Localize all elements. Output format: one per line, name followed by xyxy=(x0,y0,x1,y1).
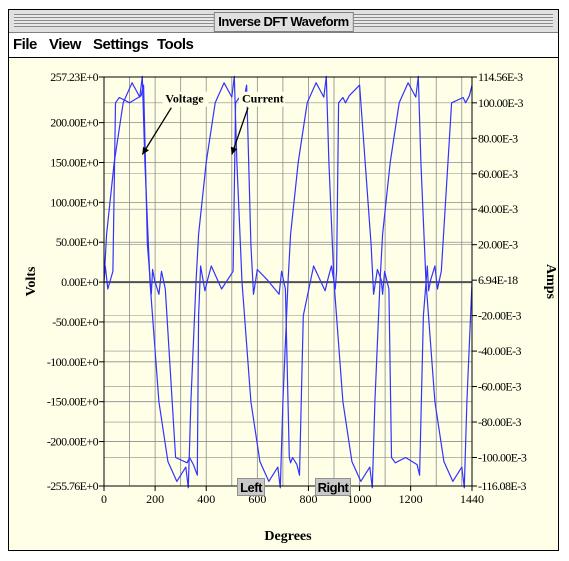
menu-settings[interactable]: Settings xyxy=(93,36,149,53)
y-tick-label: 100.00E+0 xyxy=(50,195,98,209)
y2-tick-label: -100.00E-3 xyxy=(478,450,527,464)
y2-tick-label: 20.00E-3 xyxy=(478,238,518,252)
y-axis-label: Volts xyxy=(24,266,39,296)
window-title: Inverse DFT Waveform xyxy=(213,12,354,32)
x-tick-label: 1000 xyxy=(348,492,372,506)
annotations: Voltage Current xyxy=(141,91,285,155)
annotation-arrowhead xyxy=(142,146,149,155)
annotation-voltage: Voltage xyxy=(165,92,204,106)
annotation-arrowhead xyxy=(230,146,238,155)
grid xyxy=(104,76,472,487)
menu-file[interactable]: File xyxy=(13,36,37,53)
y2-tick-label: 114.56E-3 xyxy=(478,70,523,84)
annotation-box xyxy=(162,91,209,107)
y-tick-label: -100.00E+0 xyxy=(47,355,99,369)
annotation-box xyxy=(239,91,285,107)
y2-tick-label: 60.00E-3 xyxy=(478,167,518,181)
y-tick-label: 50.00E+0 xyxy=(56,235,99,249)
waveform-chart: 257.23E+0 200.00E+0 150.00E+0 100.00E+0 50.0… xyxy=(24,70,558,544)
y-tick-label: -200.00E+0 xyxy=(47,435,99,449)
x-tick-label: 200 xyxy=(146,492,164,506)
y-tick-label: 150.00E+0 xyxy=(50,155,98,169)
axis-labels: 257.23E+0 200.00E+0 150.00E+0 100.00E+0 50.0… xyxy=(24,70,558,544)
y-tick-label: -50.00E+0 xyxy=(52,315,98,329)
plot-area: 257.23E+0 200.00E+0 150.00E+0 100.00E+0 50.0… xyxy=(9,58,558,550)
series-line-current xyxy=(103,84,473,476)
y2-tick-label: 80.00E-3 xyxy=(478,131,518,145)
title-bar[interactable]: Inverse DFT Waveform xyxy=(9,10,558,33)
y2-tick-label: 100.00E-3 xyxy=(478,96,524,110)
y2-tick-label: -60.00E-3 xyxy=(478,380,522,394)
annotation-arrow xyxy=(141,107,172,155)
waveform-window: Inverse DFT Waveform File View Settings … xyxy=(8,9,559,551)
x-tick-label: 1440 xyxy=(460,492,484,506)
y-tick-label: 200.00E+0 xyxy=(50,116,98,130)
y-tick-label: -150.00E+0 xyxy=(47,395,99,409)
y2-tick-label: -80.00E-3 xyxy=(478,415,522,429)
y-tick-label: -255.76E+0 xyxy=(47,479,99,493)
traces xyxy=(103,75,473,489)
y-tick-label: 257.23E+0 xyxy=(50,70,98,84)
y-tick-label: 0.00E+0 xyxy=(61,275,98,289)
annotation-arrow xyxy=(231,107,249,155)
plot-frame xyxy=(103,76,473,487)
y2-axis-label: Amps xyxy=(543,264,558,300)
right-cursor-button[interactable]: Right xyxy=(315,478,351,496)
annotation-current: Current xyxy=(242,92,284,106)
x-tick-label: 0 xyxy=(101,492,107,506)
menu-view[interactable]: View xyxy=(49,36,81,53)
left-cursor-button[interactable]: Left xyxy=(237,478,265,496)
y2-tick-label: -116.08E-3 xyxy=(478,479,526,493)
y2-tick-label: 40.00E-3 xyxy=(478,202,518,216)
series-line-voltage xyxy=(103,75,473,489)
x-tick-label: 800 xyxy=(299,492,317,506)
y2-tick-label: 6.94E-18 xyxy=(478,273,518,287)
axes xyxy=(99,76,477,491)
menu-bar: File View Settings Tools xyxy=(9,33,558,58)
menu-tools[interactable]: Tools xyxy=(157,36,194,53)
y2-tick-label: -20.00E-3 xyxy=(478,309,522,323)
x-axis-label: Degrees xyxy=(264,529,312,544)
x-tick-label: 400 xyxy=(197,492,215,506)
y2-tick-label: -40.00E-3 xyxy=(478,344,522,358)
x-tick-label: 1200 xyxy=(399,492,423,506)
